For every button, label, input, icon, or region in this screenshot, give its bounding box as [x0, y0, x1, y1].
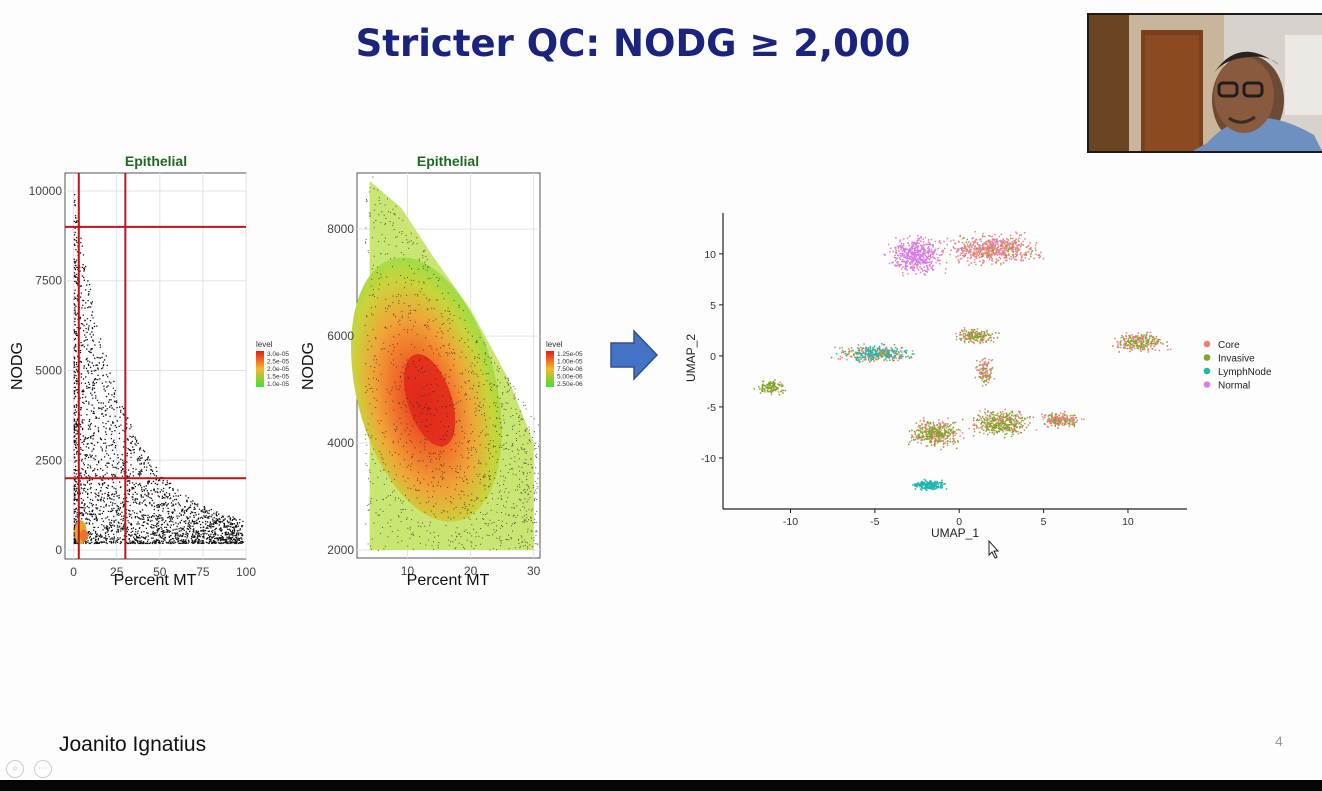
chart2-x-tick: 20 [464, 564, 478, 578]
umap-points-invasive [753, 235, 1169, 490]
chart1-y-tick: 10000 [29, 184, 63, 198]
umap-x-label: UMAP_1 [931, 526, 979, 540]
chart1-x-tick: 25 [110, 565, 124, 579]
chart2-legend-entry: 1.00e-05 [557, 359, 583, 366]
chart1-x-tick: 0 [70, 565, 77, 579]
umap-legend-dot [1203, 340, 1211, 348]
umap-x-tick: 0 [956, 516, 962, 528]
chart2-y-tick: 6000 [327, 329, 354, 343]
right-arrow-icon [610, 329, 659, 381]
chart2-legend-title: level [546, 340, 563, 349]
umap-plot: -10 -5 0 5 10 -10 -5 0 5 10 UMAP_1 UMAP_2 Core Inv… [684, 213, 1272, 559]
umap-legend-label: Normal [1218, 381, 1250, 392]
umap-y-label: UMAP_2 [684, 334, 698, 382]
umap-points-core [761, 231, 1172, 451]
chart1-title: Epithelial [125, 153, 187, 169]
umap-x-tick: -5 [870, 516, 879, 528]
chart1-y-tick: 2500 [35, 453, 62, 467]
chart1-y-tick: 7500 [35, 274, 62, 288]
chart1-x-label: Percent MT [114, 572, 197, 589]
umap-legend-dot [1203, 381, 1211, 388]
chart1-x-tick: 75 [196, 565, 210, 579]
chart2-x-tick: 10 [401, 564, 415, 578]
chart2-legend-entry: 2.50e-06 [557, 381, 583, 388]
umap-legend-dot [1203, 354, 1211, 361]
chart1-y-tick: 5000 [35, 363, 62, 377]
chart1-plot-area [64, 172, 247, 560]
chart1-legend-entry: 1.0e-05 [267, 381, 289, 388]
chart2-y-label: NODG [300, 342, 317, 390]
umap-legend-label: Core [1218, 340, 1240, 351]
epithelial-density-filtered: Epithelial 10 20 30 2000 4000 6000 8000 Percen… [300, 153, 583, 589]
umap-x-tick: 5 [1041, 516, 1047, 528]
chart2-y-tick: 8000 [327, 222, 354, 236]
slide-title: Stricter QC: NODG ≥ 2,000 [355, 22, 911, 65]
chart2-y-tick: 4000 [327, 436, 354, 450]
mouse-cursor-icon [988, 539, 1000, 559]
chart1-legend-entry: 1.5e-05 [267, 374, 289, 381]
webcam-video [1087, 13, 1322, 153]
umap-x-tick: 10 [1122, 516, 1134, 528]
chart2-density-peak [403, 354, 456, 447]
bottom-taskbar [0, 780, 1322, 791]
chart2-title: Epithelial [417, 153, 479, 169]
umap-y-tick: -5 [707, 402, 716, 414]
chart2-x-tick: 30 [527, 564, 541, 578]
chart1-y-label: NODG [9, 342, 26, 390]
chart1-legend-entry: 2.0e-05 [267, 366, 289, 373]
presenter-video-frame [1089, 15, 1322, 151]
chart1-legend-colorbar [256, 351, 264, 387]
umap-y-tick: 0 [710, 351, 716, 363]
page-number: 4 [1275, 733, 1283, 749]
author-name: Joanito Ignatius [59, 733, 207, 756]
chart2-legend-entry: 5.00e-06 [557, 374, 583, 381]
chart1-legend-entry: 2.5e-05 [267, 359, 289, 366]
chart2-legend-colorbar [546, 351, 554, 387]
umap-legend-label: LymphNode [1218, 367, 1272, 378]
chart2-legend-entry: 7.50e-06 [557, 366, 583, 373]
epithelial-scatter-all: Epithelial 0 25 50 75 100025005000750010000 … [9, 153, 289, 589]
chart1-density-peak [79, 529, 88, 542]
chart1-x-tick: 100 [236, 565, 256, 579]
chart2-y-tick: 2000 [327, 543, 354, 557]
chart1-y-tick: 0 [55, 543, 62, 557]
chart1-legend-title: level [256, 340, 273, 349]
umap-legend-label: Invasive [1218, 354, 1255, 365]
umap-x-tick: -10 [783, 516, 798, 528]
umap-points-lymphnode [830, 343, 948, 491]
umap-y-tick: -10 [701, 453, 716, 465]
chart1-legend-entry: 3.0e-05 [267, 351, 289, 358]
umap-legend-dot [1203, 367, 1211, 375]
chart2-legend-entry: 1.25e-05 [557, 351, 583, 358]
zoom-in-icon[interactable]: ⌕ [6, 760, 24, 778]
umap-y-tick: 5 [710, 300, 716, 312]
chart1-x-tick: 50 [153, 565, 167, 579]
chart2-x-label: Percent MT [407, 572, 490, 589]
umap-y-tick: 10 [704, 249, 716, 261]
more-options-icon[interactable]: ⋯ [34, 760, 52, 778]
